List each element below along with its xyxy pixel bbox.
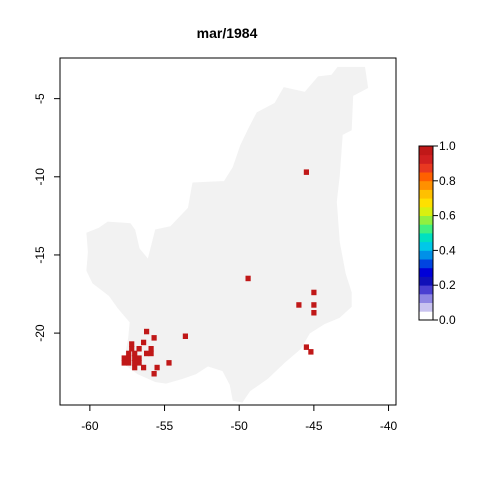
legend-swatch [419,198,433,208]
legend-swatches [419,146,433,321]
legend-swatch [419,206,433,216]
x-tick-label: -50 [231,419,249,433]
legend-swatch [419,146,433,156]
legend-tick-label: 1.0 [439,139,456,153]
value-cell [154,364,160,371]
legend-ticks: 0.0 0.2 0.4 0.6 0.8 1.0 [433,139,456,327]
color-legend: 0.0 0.2 0.4 0.6 0.8 1.0 [418,139,456,327]
value-cell [129,341,135,347]
value-cell [151,335,157,341]
legend-swatch [419,163,433,173]
plot-title: mar/1984 [197,25,258,41]
value-cell [245,275,251,282]
value-cell [311,289,317,296]
value-cell [141,339,147,346]
x-tick-label: -55 [156,419,174,433]
value-cell [182,333,188,339]
value-cell [126,360,132,366]
legend-swatch [419,302,433,312]
value-cell [136,346,142,352]
value-cell [132,360,138,366]
value-cell [126,350,132,357]
legend-swatch [419,233,433,243]
value-cell [126,355,132,361]
legend-tick-label: 0.2 [439,278,456,292]
value-cell [121,355,127,361]
cells-layer [121,169,317,377]
value-cell [303,344,309,350]
legend-swatch [419,311,433,321]
legend-swatch [419,285,433,295]
x-axis: -60 -55 -50 -45 -40 [81,405,398,433]
value-cell [129,346,135,352]
value-cell [141,364,147,371]
legend-swatch [419,293,433,303]
legend-tick-label: 0.0 [439,313,456,327]
legend-swatch [419,154,433,164]
legend-swatch [419,215,433,225]
plot-frame [59,57,397,406]
value-cell [144,328,150,335]
y-tick-label: -10 [33,168,47,186]
legend-swatch [419,267,433,277]
legend-swatch [419,241,433,251]
y-tick-label: -5 [33,93,47,104]
y-tick-label: -15 [33,246,47,264]
legend-tick-label: 0.4 [439,243,456,257]
value-cell [308,349,314,355]
value-cell [148,350,154,357]
x-tick-label: -40 [380,419,398,433]
legend-frame [418,145,434,321]
value-cell [132,364,138,371]
y-tick-label: -20 [33,324,47,342]
value-cell [303,169,309,175]
value-cell [151,371,157,377]
legend-tick-label: 0.6 [439,209,456,223]
value-cell [166,360,172,366]
value-cell [311,310,317,316]
x-tick-label: -45 [305,419,323,433]
legend-swatch [419,259,433,269]
value-cell [296,302,302,308]
legend-swatch [419,224,433,234]
value-cell [136,360,142,366]
value-cell [132,355,138,361]
legend-swatch [419,180,433,190]
legend-swatch [419,276,433,286]
value-cell [136,355,142,361]
legend-swatch [419,189,433,199]
legend-swatch [419,172,433,182]
value-cell [148,346,154,352]
legend-tick-label: 0.8 [439,174,456,188]
legend-swatch [419,250,433,260]
value-cell [311,302,317,308]
value-cell [144,350,150,357]
value-cell [132,350,138,357]
y-axis: -5 -10 -15 -20 [33,93,60,342]
value-cell [121,360,127,366]
x-tick-label: -60 [81,419,99,433]
